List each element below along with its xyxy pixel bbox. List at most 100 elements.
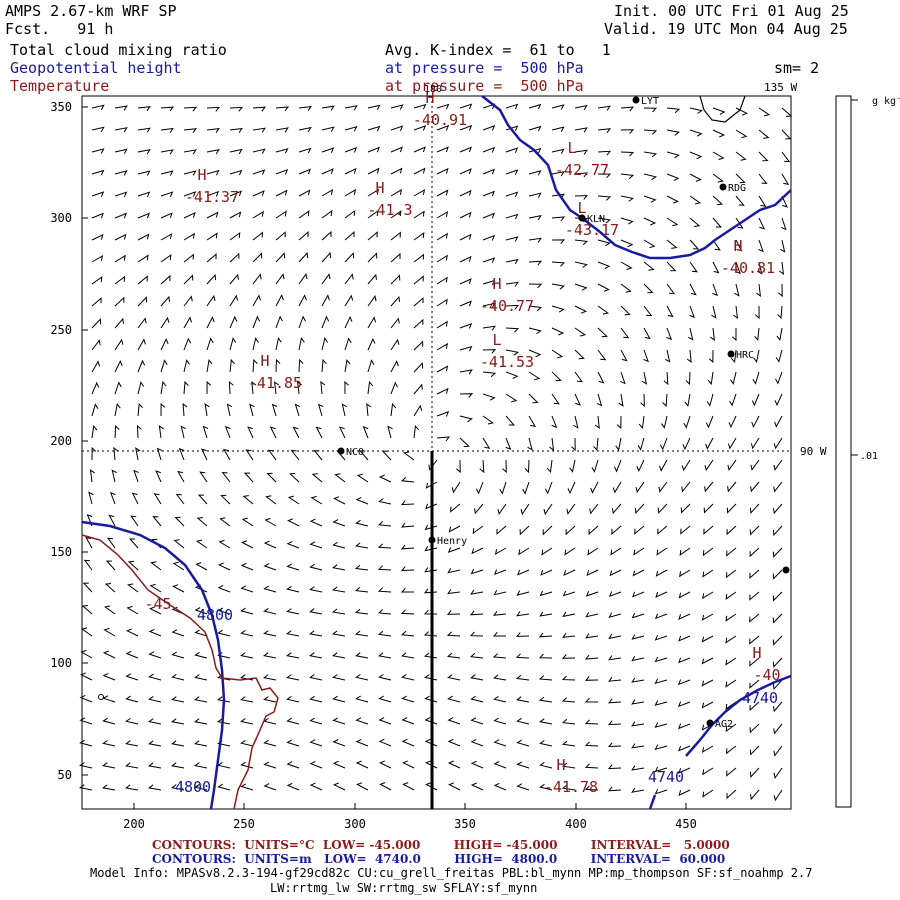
- wind-barb: [275, 336, 282, 351]
- wind-barb: [597, 217, 611, 224]
- wind-barb: [309, 563, 323, 571]
- wind-barb: [734, 283, 740, 297]
- wind-barb: [620, 106, 635, 112]
- wind-barb: [180, 425, 186, 439]
- wind-barb: [127, 583, 139, 593]
- wind-barb: [561, 762, 576, 769]
- wind-barb: [263, 696, 277, 703]
- wind-barb: [229, 169, 243, 176]
- wind-barb: [758, 173, 768, 184]
- wind-barb: [654, 744, 668, 750]
- lon-label-180: 180: [424, 84, 442, 95]
- wind-barb: [586, 569, 599, 577]
- wind-barb: [158, 425, 164, 439]
- wind-barb: [505, 393, 518, 403]
- wind-barb: [252, 358, 258, 373]
- wind-barb: [125, 762, 139, 769]
- wind-barb: [726, 767, 737, 777]
- wind-barb: [249, 403, 255, 417]
- wind-barb: [712, 217, 723, 228]
- wind-barb: [149, 583, 162, 593]
- wind-barb: [275, 358, 281, 373]
- wind-barb: [289, 472, 300, 483]
- forecast-hours: 91 h: [77, 20, 114, 38]
- wind-barb: [505, 169, 519, 175]
- wind-barb: [470, 568, 484, 575]
- wind-barb: [749, 503, 760, 514]
- wind-barb: [89, 469, 95, 483]
- wind-barb: [610, 547, 622, 556]
- wind-barb: [321, 189, 334, 197]
- wind-barb: [712, 283, 719, 297]
- wind-barb: [195, 539, 208, 549]
- wind-barb: [666, 261, 677, 272]
- wind-barb: [585, 612, 599, 618]
- wind-barb: [611, 525, 622, 536]
- extremum-label: H -40.77: [480, 275, 534, 315]
- wind-barb: [378, 695, 392, 703]
- wind-barb: [128, 538, 139, 549]
- wind-barb: [482, 302, 496, 308]
- wind-barb: [413, 296, 424, 307]
- wind-barb: [79, 739, 93, 747]
- wind-barb: [206, 232, 218, 241]
- wind-barb: [252, 252, 263, 263]
- wind-barb: [584, 697, 599, 703]
- wind-barb: [585, 591, 599, 597]
- wind-barb: [635, 481, 645, 494]
- wind-barb: [528, 260, 543, 266]
- wind-barb: [183, 337, 192, 351]
- wind-barb: [654, 635, 668, 641]
- wind-barb: [436, 189, 449, 197]
- wind-barb: [608, 655, 622, 661]
- contour-label: 4740: [742, 689, 778, 707]
- wind-barb: [321, 105, 335, 111]
- wind-barb: [332, 519, 346, 527]
- wind-barb: [152, 516, 162, 527]
- wind-barb: [390, 252, 401, 263]
- wind-barb: [750, 481, 760, 493]
- wind-barb: [321, 358, 327, 373]
- wind-barb: [400, 566, 415, 572]
- wind-barb: [749, 723, 760, 734]
- wind-barb: [679, 569, 691, 578]
- wind-barb: [597, 349, 607, 361]
- wind-barb: [171, 629, 185, 637]
- wind-barb: [677, 679, 691, 686]
- wind-barb: [114, 105, 128, 111]
- wind-barb: [367, 252, 378, 263]
- wind-barb: [367, 337, 376, 351]
- wind-barb: [505, 415, 516, 426]
- wind-barb: [125, 695, 139, 703]
- wind-barb: [615, 437, 622, 452]
- wind-barb: [79, 672, 93, 681]
- extremum-value: -40.77: [480, 297, 534, 315]
- wind-barb: [643, 151, 658, 158]
- wind-barb: [689, 107, 703, 114]
- wind-barb: [105, 560, 116, 571]
- wind-barb: [285, 652, 300, 659]
- extremum-label: L -42.77: [555, 139, 609, 179]
- wind-barb: [354, 630, 369, 637]
- wind-barb: [563, 569, 576, 577]
- wind-barb: [551, 239, 566, 244]
- wind-barb: [354, 564, 369, 571]
- wind-barb: [613, 459, 622, 473]
- wind-barb: [401, 760, 415, 769]
- wind-barb: [459, 255, 472, 263]
- wind-barb: [177, 470, 185, 483]
- extremum-mark: H: [492, 275, 501, 293]
- extremum-label: H -40: [752, 644, 780, 684]
- wind-barb: [505, 437, 512, 450]
- wind-barb: [774, 393, 783, 407]
- wind-barb: [286, 739, 300, 747]
- wind-barb: [588, 525, 599, 536]
- wind-barb: [666, 195, 679, 204]
- wind-barb: [539, 783, 553, 791]
- wind-barb: [725, 679, 737, 688]
- wind-barb: [522, 481, 530, 495]
- wind-barb: [528, 170, 542, 176]
- wind-barb: [171, 651, 185, 659]
- wind-barb: [160, 254, 172, 263]
- wind-barb: [493, 717, 507, 725]
